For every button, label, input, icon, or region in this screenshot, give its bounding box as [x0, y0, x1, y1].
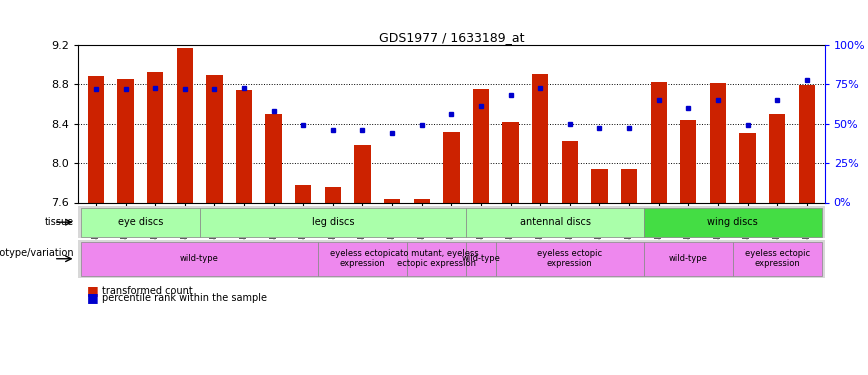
Bar — [88, 76, 104, 203]
Bar — [81, 208, 200, 237]
Bar — [81, 242, 318, 276]
Bar — [644, 208, 822, 237]
Bar — [318, 242, 407, 276]
Text: wild-type: wild-type — [181, 254, 219, 263]
Text: eyeless ectopic
expression: eyeless ectopic expression — [330, 249, 395, 268]
Bar — [444, 132, 459, 203]
Bar — [681, 120, 696, 202]
Text: leg discs: leg discs — [312, 216, 354, 226]
Bar — [266, 114, 282, 202]
Bar — [176, 48, 193, 202]
Bar — [473, 89, 490, 202]
Bar — [710, 83, 727, 203]
Text: eye discs: eye discs — [118, 216, 163, 226]
Bar — [799, 86, 815, 202]
Text: ■: ■ — [87, 284, 99, 297]
Bar — [532, 74, 549, 202]
Bar — [236, 90, 252, 202]
Bar — [200, 208, 466, 237]
Text: ato mutant, eyeless
ectopic expression: ato mutant, eyeless ectopic expression — [395, 249, 478, 268]
Bar — [407, 242, 466, 276]
Bar — [354, 146, 371, 202]
Bar — [496, 242, 644, 276]
Text: percentile rank within the sample: percentile rank within the sample — [102, 293, 267, 303]
Title: GDS1977 / 1633189_at: GDS1977 / 1633189_at — [378, 31, 524, 44]
Bar — [295, 185, 312, 202]
Text: tissue: tissue — [44, 217, 74, 227]
Text: antennal discs: antennal discs — [520, 216, 590, 226]
Bar — [466, 242, 496, 276]
Text: eyeless ectopic
expression: eyeless ectopic expression — [745, 249, 810, 268]
Bar — [591, 169, 608, 202]
Bar — [384, 199, 400, 202]
Bar — [413, 199, 430, 202]
Bar — [644, 242, 733, 276]
Bar — [117, 80, 134, 203]
Bar — [733, 242, 822, 276]
Text: wing discs: wing discs — [707, 216, 758, 226]
Bar — [207, 75, 222, 202]
Text: ■: ■ — [87, 291, 99, 304]
Bar — [621, 169, 637, 202]
Text: wild-type: wild-type — [669, 254, 707, 263]
Bar — [466, 208, 644, 237]
Text: genotype/variation: genotype/variation — [0, 248, 74, 258]
Bar — [740, 133, 756, 202]
Text: transformed count: transformed count — [102, 286, 194, 296]
Text: eyeless ectopic
expression: eyeless ectopic expression — [537, 249, 602, 268]
Bar — [651, 82, 667, 203]
Bar — [562, 141, 578, 202]
Bar — [503, 122, 519, 202]
Bar — [769, 114, 786, 202]
Bar — [325, 187, 341, 202]
Text: wild-type: wild-type — [462, 254, 501, 263]
Bar — [147, 72, 163, 202]
